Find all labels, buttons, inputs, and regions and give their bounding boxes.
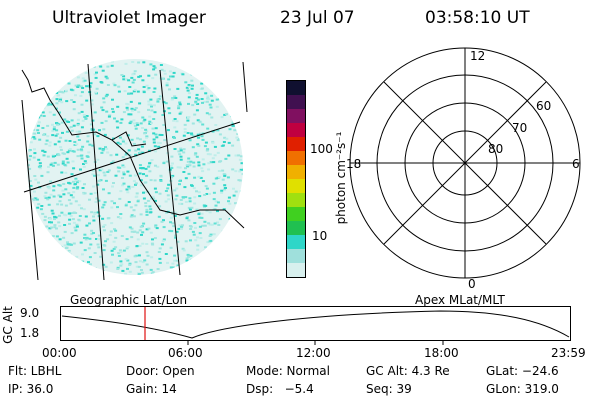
timeline-frame [60, 306, 571, 341]
colorbar-tick-100: 100 [310, 142, 333, 156]
longitude-line [87, 63, 105, 281]
x-tick-1800: 18:00 [424, 346, 459, 360]
colorbar-segment [287, 179, 305, 193]
latitude-line [23, 121, 241, 193]
longitude-line [21, 99, 39, 281]
filter-field: Flt: LBHL [8, 364, 62, 378]
y-tick-low: 1.8 [20, 326, 40, 340]
ip-field: IP: 36.0 [8, 382, 54, 396]
coastline-inlet [111, 131, 147, 147]
colorbar-segment [287, 193, 305, 207]
longitude-line [242, 61, 248, 113]
colorbar-segment [287, 81, 305, 95]
y-axis-label: GC Alt [1, 306, 15, 344]
sequence-field: Seq: 39 [366, 382, 412, 396]
x-tick-2359: 23:59 [551, 346, 586, 360]
x-tick-0000: 00:00 [42, 346, 77, 360]
colorbar [286, 80, 306, 278]
colorbar-segment [287, 249, 305, 263]
time-label: 03:58:10 UT [425, 8, 530, 28]
gain-field: Gain: 14 [126, 382, 177, 396]
timeline-left-title: Geographic Lat/Lon [70, 293, 188, 307]
lat-label-60: 60 [536, 99, 551, 113]
colorbar-segment [287, 151, 305, 165]
diagonal-line [383, 81, 547, 245]
colorbar-segment [287, 235, 305, 249]
colorbar-tick-10: 10 [312, 229, 328, 243]
geographic-image [21, 59, 248, 281]
colorbar-segment [287, 109, 305, 123]
y-tick-high: 9.0 [20, 306, 40, 320]
colorbar-segment [287, 221, 305, 235]
geo-lat-field: GLat: −24.6 [486, 364, 559, 378]
x-tick-0600: 06:00 [168, 346, 203, 360]
longitude-line [159, 69, 181, 276]
mlt-label-0: 0 [468, 277, 476, 290]
x-tick-1200: 12:00 [296, 346, 331, 360]
dsp-field: Dsp: −5.4 [246, 382, 314, 396]
geo-lon-field: GLon: 319.0 [486, 382, 559, 396]
colorbar-segment [287, 137, 305, 151]
coastline [21, 69, 245, 229]
mlt-label-18: 18 [346, 157, 361, 171]
colorbar-segment [287, 263, 305, 277]
date-label: 23 Jul 07 [280, 8, 355, 28]
timeline-right-title: Apex MLat/MLT [415, 293, 505, 307]
altitude-curve [61, 310, 570, 339]
polar-dial: 12 18 6 0 60 70 80 [346, 47, 581, 290]
lat-label-70: 70 [512, 121, 527, 135]
colorbar-segment [287, 95, 305, 109]
lat-label-80: 80 [488, 142, 503, 156]
mlt-label-12: 12 [470, 49, 485, 63]
altitude-field: GC Alt: 4.3 Re [366, 364, 450, 378]
y-axis-label-box: GC Alt [0, 304, 16, 346]
altitude-timeline [60, 306, 571, 345]
colorbar-segment [287, 207, 305, 221]
instrument-title: Ultraviolet Imager [52, 8, 206, 28]
colorbar-segment [287, 165, 305, 179]
colorbar-segment [287, 123, 305, 137]
mode-field: Mode: Normal [246, 364, 330, 378]
door-field: Door: Open [126, 364, 195, 378]
mlt-label-6: 6 [572, 157, 580, 171]
